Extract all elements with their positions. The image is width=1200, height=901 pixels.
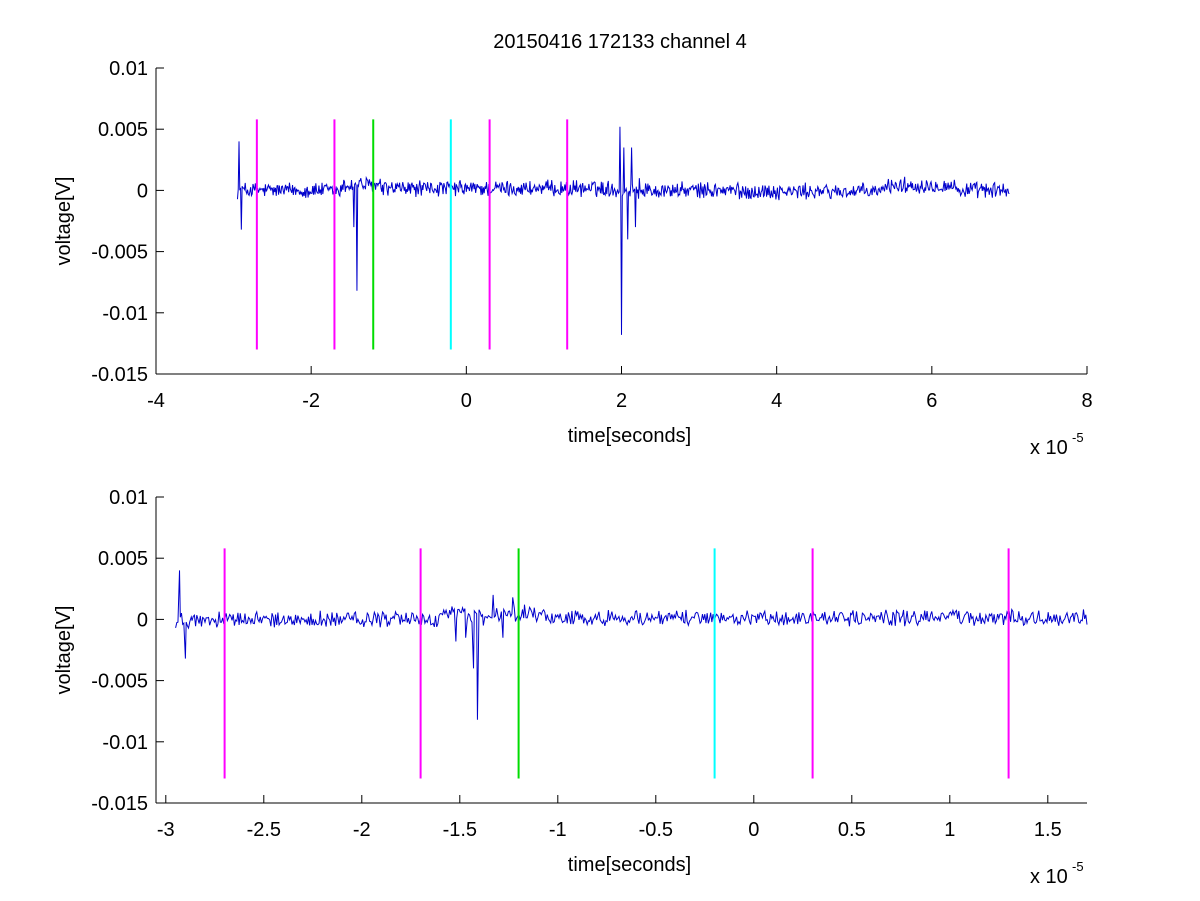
- y-axis-label: voltage[V]: [53, 177, 75, 266]
- x-tick-label: -3: [157, 819, 175, 841]
- y-tick-label: -0.015: [91, 793, 148, 815]
- y-tick-label: -0.005: [91, 242, 148, 264]
- x-exponent-superscript: -5: [1072, 430, 1084, 445]
- y-tick-label: -0.005: [91, 671, 148, 693]
- x-exponent-label: x 10: [1030, 437, 1068, 459]
- y-tick-label: 0.01: [109, 487, 148, 509]
- x-tick-label: -2: [302, 390, 320, 412]
- x-tick-label: 0: [748, 819, 759, 841]
- x-axis-label: time[seconds]: [568, 854, 691, 876]
- y-axis-label: voltage[V]: [53, 606, 75, 695]
- top-subplot: -4 -2 0 2 4 6 8 0.01 0.005 0 -0.005 -0.01 -0.015 time…: [53, 58, 1093, 459]
- y-tick-label: 0.005: [98, 548, 148, 570]
- x-tick-label: 0: [461, 390, 472, 412]
- x-tick-label: 4: [771, 390, 782, 412]
- x-exponent-superscript: -5: [1072, 859, 1084, 874]
- x-tick-label: 2: [616, 390, 627, 412]
- x-tick-label: -2: [353, 819, 371, 841]
- x-tick-label: 1: [944, 819, 955, 841]
- y-tick-label: -0.01: [102, 303, 148, 325]
- x-tick-label: -4: [147, 390, 165, 412]
- y-tick-label: 0: [137, 609, 148, 631]
- x-tick-label: 0.5: [838, 819, 866, 841]
- x-tick-label: 6: [926, 390, 937, 412]
- bottom-subplot: -3 -2.5 -2 -1.5 -1 -0.5 0 0.5 1 1.5 0.01 0.005 0 -0.0…: [53, 487, 1088, 888]
- signal-trace: [236, 126, 1010, 335]
- x-tick-label: -0.5: [639, 819, 673, 841]
- x-tick-label: -2.5: [247, 819, 281, 841]
- y-tick-label: -0.015: [91, 364, 148, 386]
- y-tick-label: -0.01: [102, 732, 148, 754]
- x-axis-label: time[seconds]: [568, 425, 691, 447]
- x-tick-label: 1.5: [1034, 819, 1062, 841]
- x-tick-label: 8: [1081, 390, 1092, 412]
- signal-trace: [175, 570, 1088, 720]
- y-tick-label: 0.005: [98, 119, 148, 141]
- figure-title: 20150416 172133 channel 4: [493, 31, 747, 53]
- y-tick-label: 0.01: [109, 58, 148, 80]
- x-exponent-label: x 10: [1030, 866, 1068, 888]
- y-tick-label: 0: [137, 180, 148, 202]
- x-tick-label: -1: [549, 819, 567, 841]
- x-tick-label: -1.5: [443, 819, 477, 841]
